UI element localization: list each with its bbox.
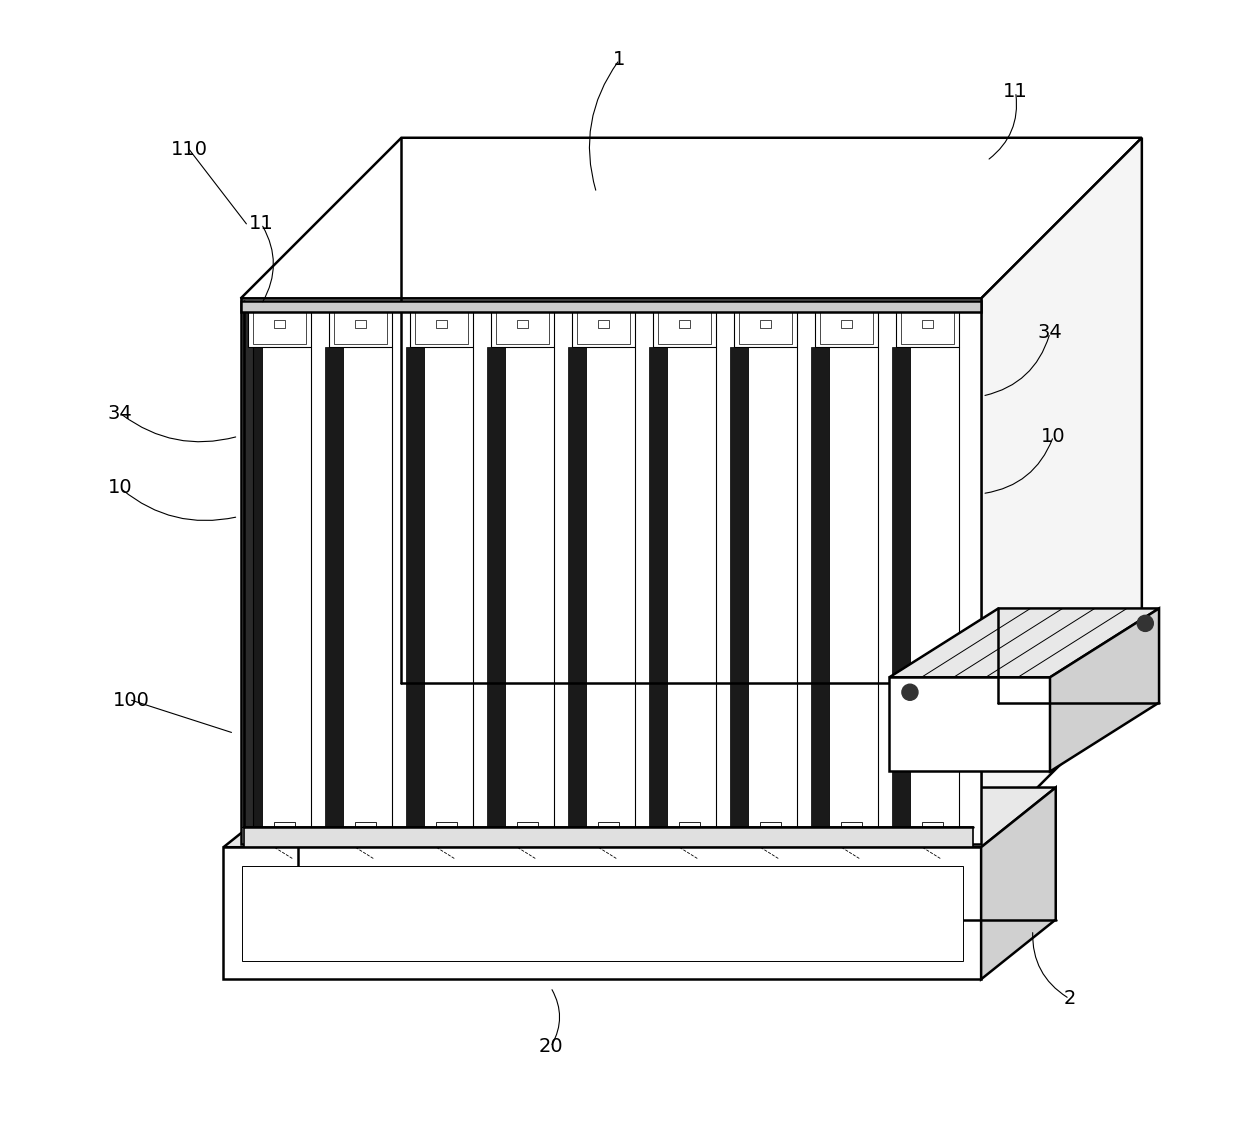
- Polygon shape: [518, 822, 538, 836]
- Text: 10: 10: [108, 479, 133, 497]
- Polygon shape: [841, 822, 861, 836]
- Polygon shape: [240, 138, 1142, 298]
- Text: 1: 1: [613, 51, 626, 69]
- Polygon shape: [223, 788, 1056, 847]
- Polygon shape: [598, 320, 610, 327]
- Polygon shape: [253, 304, 306, 344]
- Text: 100: 100: [113, 691, 150, 709]
- Polygon shape: [896, 301, 959, 347]
- Polygon shape: [760, 320, 771, 327]
- Polygon shape: [658, 304, 711, 344]
- Polygon shape: [491, 301, 554, 347]
- Polygon shape: [248, 301, 311, 347]
- Polygon shape: [981, 138, 1142, 844]
- Polygon shape: [981, 788, 1056, 979]
- Polygon shape: [244, 347, 261, 827]
- Polygon shape: [733, 301, 798, 347]
- Circle shape: [902, 684, 918, 700]
- Polygon shape: [586, 347, 636, 827]
- Polygon shape: [761, 822, 781, 836]
- Polygon shape: [487, 347, 506, 827]
- Text: 20: 20: [538, 1038, 563, 1056]
- Polygon shape: [240, 298, 981, 844]
- Text: 11: 11: [1004, 83, 1028, 101]
- Polygon shape: [406, 347, 424, 827]
- Polygon shape: [667, 347, 716, 827]
- Polygon shape: [333, 304, 388, 344]
- Circle shape: [1137, 615, 1154, 631]
- Polygon shape: [325, 347, 343, 827]
- Polygon shape: [424, 347, 473, 827]
- Polygon shape: [748, 347, 798, 827]
- Polygon shape: [841, 320, 852, 327]
- Polygon shape: [242, 866, 963, 961]
- Polygon shape: [815, 301, 878, 347]
- Polygon shape: [274, 320, 285, 327]
- Text: 2: 2: [1063, 990, 1075, 1008]
- Polygon shape: [415, 304, 468, 344]
- Polygon shape: [649, 347, 667, 827]
- Polygon shape: [730, 347, 748, 827]
- Polygon shape: [569, 347, 586, 827]
- Polygon shape: [812, 347, 829, 827]
- Polygon shape: [679, 320, 690, 327]
- Polygon shape: [890, 677, 1049, 771]
- Text: 10: 10: [1041, 427, 1066, 445]
- Polygon shape: [1049, 608, 1158, 771]
- Polygon shape: [922, 320, 933, 327]
- Polygon shape: [410, 301, 473, 347]
- Text: 34: 34: [1037, 324, 1062, 342]
- Polygon shape: [571, 301, 636, 347]
- Polygon shape: [909, 347, 959, 827]
- Polygon shape: [261, 347, 311, 827]
- Polygon shape: [738, 304, 793, 344]
- Text: 11: 11: [249, 215, 274, 233]
- Polygon shape: [496, 304, 549, 344]
- Polygon shape: [240, 301, 981, 312]
- Polygon shape: [923, 822, 943, 836]
- Polygon shape: [901, 304, 954, 344]
- Polygon shape: [819, 304, 873, 344]
- Polygon shape: [829, 347, 878, 827]
- Text: 34: 34: [108, 404, 133, 422]
- Text: 110: 110: [171, 140, 207, 158]
- Polygon shape: [653, 301, 716, 347]
- Polygon shape: [343, 347, 393, 827]
- Polygon shape: [436, 822, 457, 836]
- Polygon shape: [356, 822, 375, 836]
- Polygon shape: [275, 822, 295, 836]
- Polygon shape: [328, 301, 393, 347]
- Polygon shape: [240, 301, 253, 827]
- Polygon shape: [892, 347, 909, 827]
- Polygon shape: [890, 608, 1158, 677]
- Polygon shape: [598, 822, 618, 836]
- Polygon shape: [223, 847, 981, 979]
- Polygon shape: [576, 304, 631, 344]
- Polygon shape: [354, 320, 367, 327]
- Polygon shape: [517, 320, 528, 327]
- Polygon shape: [506, 347, 554, 827]
- Polygon shape: [436, 320, 447, 327]
- Polygon shape: [244, 827, 973, 847]
- Polygon shape: [679, 822, 700, 836]
